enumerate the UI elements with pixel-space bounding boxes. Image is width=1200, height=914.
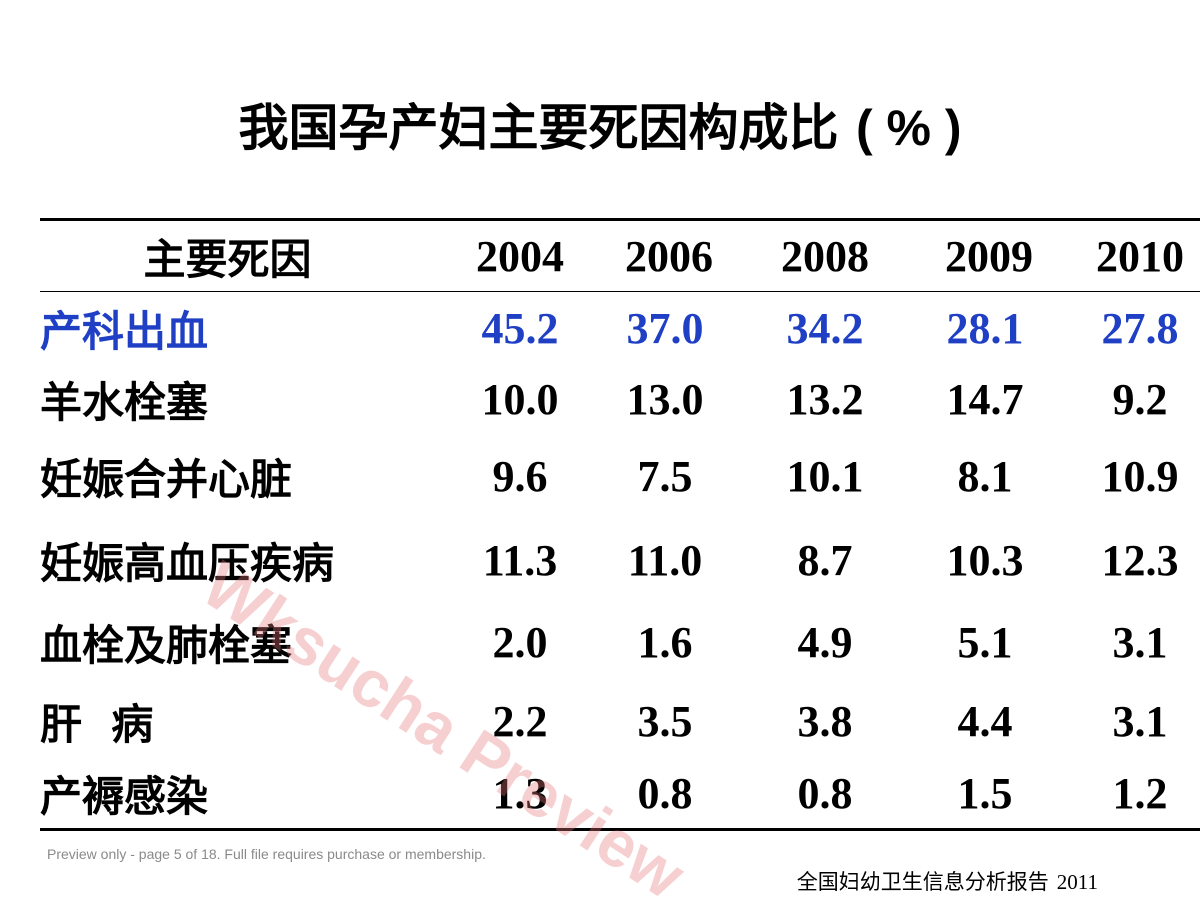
row-cause: 羊水栓塞 — [40, 378, 209, 427]
page-title: 我国孕产妇主要死因构成比 ( % ) — [0, 88, 1200, 160]
row-value: 13.2 — [786, 375, 864, 424]
header-year: 2010 — [1096, 231, 1184, 281]
row-value: 45.2 — [481, 304, 559, 354]
row-value: 3.8 — [797, 697, 853, 746]
row-value: 8.1 — [957, 452, 1013, 501]
title-text: 我国孕产妇主要死因构成比 — [238, 99, 839, 157]
death-cause-table: 主要死因 2004 2006 2008 2009 2010 产科出血 45.2 … — [40, 218, 1200, 831]
header-year: 2006 — [625, 231, 713, 281]
table-row: 妊娠高血压疾病 11.3 11.0 8.7 10.3 12.3 — [40, 520, 1200, 602]
row-value: 0.8 — [797, 769, 853, 819]
row-value: 5.1 — [957, 618, 1013, 667]
source-year: 2011 — [1056, 870, 1098, 894]
row-value: 10.3 — [946, 536, 1024, 585]
row-value: 2.0 — [492, 618, 548, 667]
row-value: 10.9 — [1101, 452, 1179, 501]
row-value: 9.6 — [492, 452, 548, 501]
row-value: 10.1 — [786, 452, 864, 501]
header-year: 2009 — [945, 231, 1033, 281]
row-cause: 妊娠高血压疾病 — [40, 539, 335, 588]
row-value: 11.0 — [627, 536, 703, 585]
row-value: 4.4 — [957, 697, 1013, 746]
row-cause: 产科出血 — [40, 307, 209, 357]
source-citation: 全国妇幼卫生信息分析报告 2011 — [797, 866, 1098, 896]
row-value: 8.7 — [797, 536, 853, 585]
row-value: 7.5 — [637, 452, 693, 501]
row-cause: 血栓及肺栓塞 — [40, 621, 293, 670]
table-row: 产褥感染 1.3 0.8 0.8 1.5 1.2 — [40, 760, 1200, 830]
row-value: 9.2 — [1112, 375, 1168, 424]
table-row: 妊娠合并心脏 9.6 7.5 10.1 8.1 10.9 — [40, 434, 1200, 520]
row-value: 34.2 — [786, 304, 864, 354]
row-value: 3.1 — [1112, 618, 1168, 667]
row-value: 0.8 — [637, 769, 693, 819]
row-value: 4.9 — [797, 618, 853, 667]
row-value: 12.3 — [1101, 536, 1179, 585]
row-value: 14.7 — [946, 375, 1024, 424]
row-cause: 肝 病 — [40, 700, 154, 749]
row-cause: 妊娠合并心脏 — [40, 455, 293, 504]
row-value: 1.2 — [1112, 769, 1168, 819]
header-year: 2004 — [476, 231, 564, 281]
row-value: 1.6 — [637, 618, 693, 667]
row-value: 3.5 — [637, 697, 693, 746]
row-value: 27.8 — [1101, 304, 1179, 354]
title-unit: ( % ) — [855, 100, 962, 156]
row-value: 11.3 — [482, 536, 558, 585]
row-cause: 产褥感染 — [40, 772, 209, 822]
row-value: 2.2 — [492, 697, 548, 746]
row-value: 37.0 — [626, 304, 704, 354]
table-row: 产科出血 45.2 37.0 34.2 28.1 27.8 — [40, 292, 1200, 366]
row-value: 13.0 — [626, 375, 704, 424]
table-row: 血栓及肺栓塞 2.0 1.6 4.9 5.1 3.1 — [40, 602, 1200, 684]
header-cause: 主要死因 — [143, 234, 312, 284]
table-header-row: 主要死因 2004 2006 2008 2009 2010 — [40, 219, 1200, 292]
row-value: 10.0 — [481, 375, 559, 424]
row-value: 1.5 — [957, 769, 1013, 819]
row-value: 28.1 — [946, 304, 1024, 354]
row-value: 3.1 — [1112, 697, 1168, 746]
row-value: 1.3 — [492, 769, 548, 819]
table-row: 肝 病 2.2 3.5 3.8 4.4 3.1 — [40, 684, 1200, 760]
preview-notice: Preview only - page 5 of 18. Full file r… — [47, 846, 486, 862]
table-row: 羊水栓塞 10.0 13.0 13.2 14.7 9.2 — [40, 366, 1200, 434]
header-year: 2008 — [781, 231, 869, 281]
source-text: 全国妇幼卫生信息分析报告 — [796, 870, 1049, 894]
